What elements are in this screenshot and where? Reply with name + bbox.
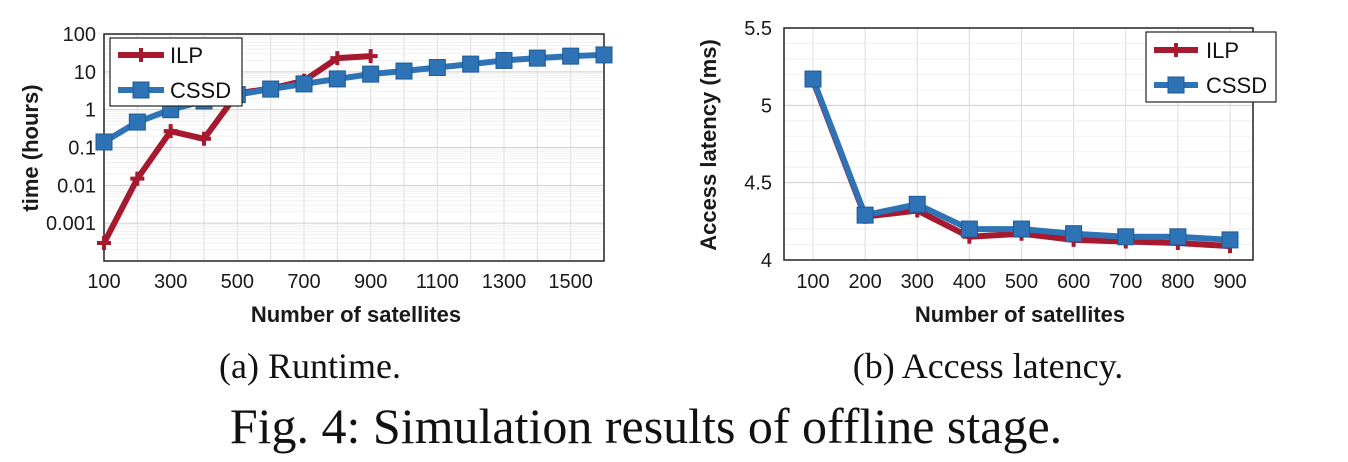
latency-legend-label-cssd: CSSD <box>1206 73 1267 98</box>
latency-y-tick-label: 5.5 <box>744 18 772 40</box>
runtime-tick-labels: 100 300 500 700 900 1100 1300 15000.0010.010.11… <box>46 24 593 293</box>
runtime-point-cssd <box>128 113 146 131</box>
runtime-y-tick-label: 0.1 <box>68 138 96 160</box>
latency-legend-marker-cssd <box>1167 76 1185 94</box>
runtime-chart: 100 300 500 700 900 1100 1300 15000.0010.010.11… <box>18 24 613 386</box>
runtime-legend-marker-cssd <box>132 81 150 99</box>
latency-caption: (b) Access latency. <box>853 346 1124 386</box>
latency-legend-label-ilp: ILP <box>1206 38 1239 63</box>
latency-point-cssd <box>1169 228 1187 246</box>
runtime-x-tick-label: 900 <box>354 271 387 293</box>
latency-tick-labels: 100 200 300 400 500 600 700 800 900 4 4.5 5 5.5 <box>744 18 1247 293</box>
latency-point-cssd <box>1065 225 1083 243</box>
runtime-point-cssd <box>328 70 346 88</box>
latency-point-cssd <box>908 195 926 213</box>
runtime-x-tick-label: 500 <box>221 271 254 293</box>
runtime-point-cssd <box>462 55 480 73</box>
runtime-legend-box <box>109 37 243 107</box>
runtime-point-ilp <box>163 124 178 139</box>
runtime-x-tick-label: 1300 <box>482 271 527 293</box>
runtime-point-cssd <box>262 80 280 98</box>
runtime-y-tick-label: 0.001 <box>46 213 96 235</box>
latency-x-tick-label: 500 <box>1005 271 1038 293</box>
latency-point-cssd <box>1117 228 1135 246</box>
runtime-y-tick-label: 1 <box>85 100 96 122</box>
latency-plot-frame <box>783 27 1254 261</box>
runtime-point-cssd <box>528 49 546 67</box>
runtime-point-cssd <box>562 47 580 65</box>
runtime-point-ilp <box>330 51 345 66</box>
latency-legend-marker-ilp <box>1169 43 1183 57</box>
latency-x-tick-label: 200 <box>848 271 881 293</box>
latency-point-cssd <box>960 220 978 238</box>
runtime-point-cssd <box>362 65 380 83</box>
runtime-x-tick-label: 100 <box>87 271 120 293</box>
latency-xlabel: Number of satellites <box>915 302 1125 327</box>
runtime-x-tick-label: 1500 <box>548 271 593 293</box>
runtime-ylabel: time (hours) <box>18 84 43 211</box>
latency-legend: ILP CSSD <box>1145 31 1277 103</box>
runtime-point-ilp <box>130 171 145 186</box>
runtime-caption: (a) Runtime. <box>219 346 401 386</box>
runtime-xlabel: Number of satellites <box>251 302 461 327</box>
runtime-point-ilp <box>97 235 111 250</box>
latency-point-cssd <box>856 206 874 224</box>
latency-series <box>804 70 1239 254</box>
latency-y-tick-label: 5 <box>761 95 772 117</box>
latency-ylabel: Access latency (ms) <box>696 39 721 251</box>
runtime-x-tick-label: 1100 <box>416 271 459 293</box>
runtime-point-cssd <box>595 46 613 64</box>
latency-y-tick-label: 4 <box>761 250 772 272</box>
runtime-y-tick-label: 0.01 <box>57 175 96 197</box>
runtime-point-cssd <box>428 59 446 77</box>
latency-y-tick-label: 4.5 <box>744 173 772 195</box>
runtime-x-tick-label: 700 <box>287 271 320 293</box>
latency-point-cssd <box>1221 231 1239 249</box>
latency-x-tick-label: 800 <box>1161 271 1194 293</box>
runtime-legend: ILP CSSD <box>109 37 243 107</box>
runtime-legend-label-ilp: ILP <box>170 43 203 68</box>
latency-x-tick-label: 700 <box>1109 271 1142 293</box>
runtime-point-cssd <box>95 133 113 151</box>
latency-point-cssd <box>804 70 822 88</box>
figure-caption: Fig. 4: Simulation results of offline st… <box>230 398 1062 454</box>
latency-x-tick-label: 600 <box>1057 271 1090 293</box>
runtime-point-cssd <box>495 51 513 69</box>
runtime-y-tick-label: 10 <box>74 62 96 84</box>
latency-x-tick-label: 300 <box>901 271 934 293</box>
runtime-y-tick-label: 100 <box>63 24 96 46</box>
runtime-point-cssd <box>395 62 413 80</box>
runtime-point-ilp <box>363 49 378 64</box>
latency-chart: 100 200 300 400 500 600 700 800 900 4 4.5 5 5.5 Acce… <box>696 18 1277 386</box>
latency-point-cssd <box>1013 220 1030 238</box>
runtime-point-ilp <box>197 131 211 146</box>
runtime-point-cssd <box>295 75 313 93</box>
runtime-legend-label-cssd: CSSD <box>170 78 231 103</box>
latency-x-tick-label: 400 <box>953 271 986 293</box>
latency-x-tick-label: 900 <box>1213 271 1246 293</box>
latency-x-tick-label: 100 <box>796 271 829 293</box>
runtime-legend-marker-ilp <box>134 48 148 62</box>
runtime-x-tick-label: 300 <box>154 271 187 293</box>
